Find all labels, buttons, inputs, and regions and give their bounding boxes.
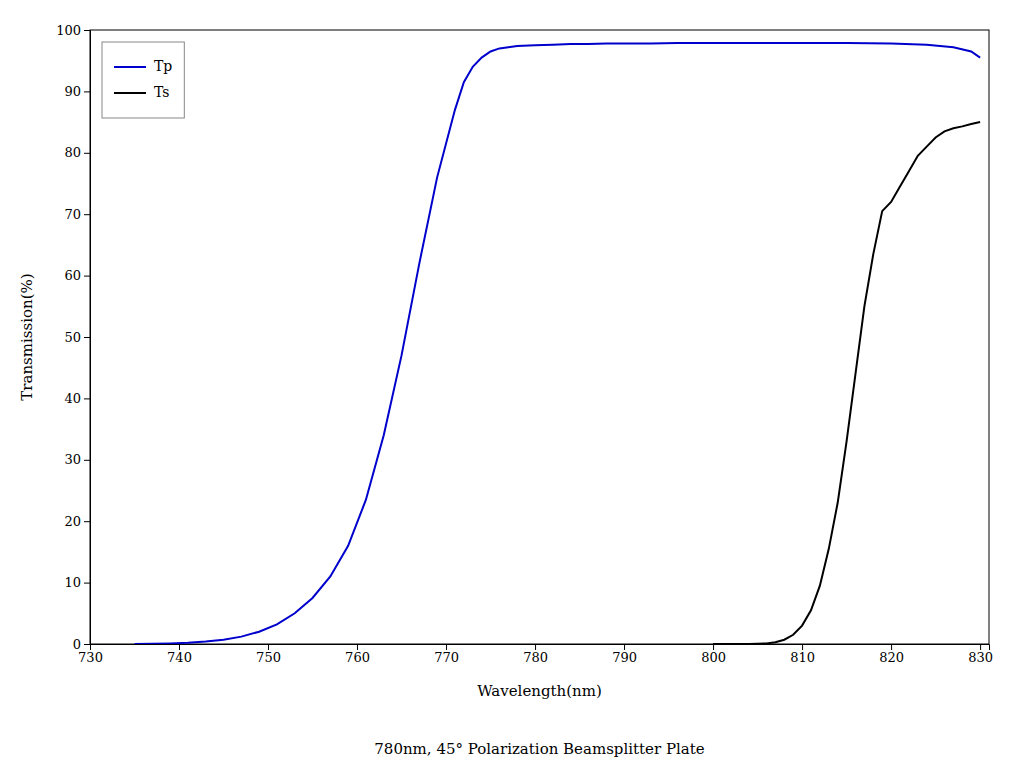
tick-mark [891,644,892,650]
tick: 40 [64,391,90,406]
tick: 810 [790,644,815,665]
tick: 780 [523,644,548,665]
plot-area: 730 740 750 760 770 780 790 800 810 820 830 0 10 20 30… [56,23,993,666]
tick: 100 [56,23,90,38]
tick-label: 70 [64,207,81,222]
tick-label: 790 [612,650,637,665]
tick: 50 [64,330,90,345]
tick: 770 [434,644,459,665]
chart-title: 780nm, 45° Polarization Beamsplitter Pla… [374,740,704,758]
tick-mark [84,398,90,399]
tick: 0 [73,637,90,652]
tick-mark [713,644,714,650]
tick-label: 90 [64,84,81,99]
tick-label: 830 [968,650,993,665]
tick: 90 [64,84,90,99]
tick-label: 740 [167,650,192,665]
tick-label: 80 [64,145,81,160]
tick-label: 750 [256,650,281,665]
tick: 740 [167,644,192,665]
legend-label: Tp [154,58,172,74]
tick-mark [357,644,358,650]
tick-mark [84,583,90,584]
legend-swatch [114,66,146,68]
legend-label: Ts [154,84,170,100]
legend: Tp Ts [102,42,184,118]
tick: 830 [968,644,993,665]
tick: 800 [701,644,726,665]
tick: 10 [64,575,90,590]
y-axis: 0 10 20 30 40 50 60 70 80 90 100 [56,23,90,652]
tick-mark [802,644,803,650]
tick-label: 770 [434,650,459,665]
tick-label: 20 [64,514,81,529]
tick-mark [179,644,180,650]
tick-label: 40 [64,391,81,406]
tick-mark [84,337,90,338]
tick: 60 [64,268,90,283]
tick-mark [84,214,90,215]
series-line [713,122,980,644]
plot-frame [90,30,989,644]
tick-label: 30 [64,452,81,467]
legend-swatch [114,92,146,94]
tick-mark [446,644,447,650]
tick: 20 [64,514,90,529]
tick-mark [624,644,625,650]
tick: 70 [64,207,90,222]
tick-label: 730 [78,650,103,665]
tick-mark [84,91,90,92]
tick: 760 [345,644,370,665]
y-axis-title: Transmission(%) [18,273,36,400]
tick: 820 [879,644,904,665]
tick-mark [268,644,269,650]
tick-label: 810 [790,650,815,665]
tick: 730 [78,644,103,665]
tick-label: 10 [64,575,81,590]
tick-label: 760 [345,650,370,665]
tick-mark [84,521,90,522]
tick-label: 0 [73,637,81,652]
tick-mark [535,644,536,650]
legend-box [102,42,184,118]
tick-mark [84,30,90,31]
x-axis-title: Wavelength(nm) [477,682,602,700]
x-axis-line [91,645,990,651]
tick: 80 [64,145,90,160]
tick-label: 780 [523,650,548,665]
tick-mark [84,276,90,277]
tick-label: 800 [701,650,726,665]
chart: 730 740 750 760 770 780 790 800 810 820 830 0 10 20 30… [0,0,1024,784]
series-line [135,43,981,644]
tick-mark [84,153,90,154]
tick-label: 50 [64,330,81,345]
tick: 30 [64,452,90,467]
tick-label: 100 [56,23,81,38]
tick-mark [84,644,90,645]
tick-label: 820 [879,650,904,665]
tick-mark [84,460,90,461]
tick: 790 [612,644,637,665]
tick-mark [980,644,981,650]
tick: 750 [256,644,281,665]
tick-label: 60 [64,268,81,283]
x-axis: 730 740 750 760 770 780 790 800 810 820 830 [78,644,993,665]
lines [135,43,981,644]
